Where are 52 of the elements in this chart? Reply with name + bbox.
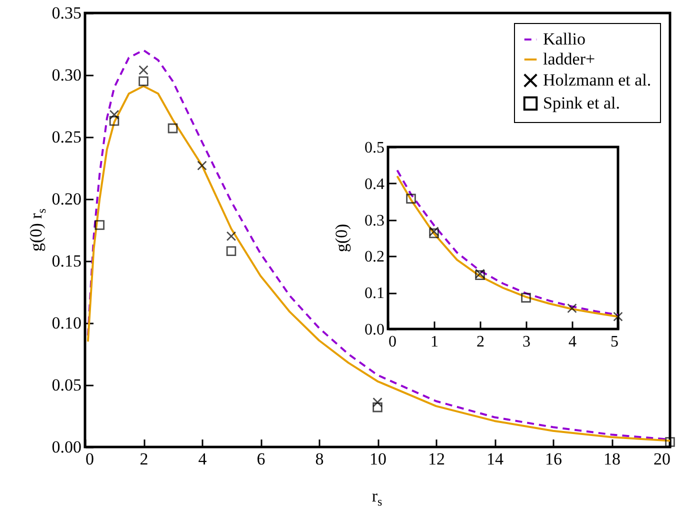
point [406, 194, 416, 204]
point [567, 303, 577, 314]
y-tick-label: 0.2 [364, 248, 384, 266]
y-tick-label: 0.25 [52, 128, 82, 146]
y-tick-label: 0.10 [52, 314, 82, 332]
point [109, 116, 120, 126]
legend-label: ladder+ [543, 50, 596, 68]
point [226, 246, 236, 256]
legend-label: Kallio [543, 30, 586, 48]
x-tick-label: 2 [476, 334, 484, 350]
point [226, 231, 236, 242]
x-axis-title: r$_{s}$ [372, 486, 382, 510]
point [372, 397, 382, 408]
point [372, 402, 382, 412]
y-tick-label: 0.00 [52, 438, 82, 456]
x-tick-label: 18 [604, 450, 620, 468]
y-tick-label: 0.4 [364, 176, 384, 193]
x-tick-label: 8 [315, 450, 324, 468]
point [521, 292, 531, 303]
point [168, 123, 178, 134]
x-tick-label: 6 [256, 450, 266, 468]
point [138, 65, 148, 75]
point [109, 110, 120, 120]
x-tick-label: 20 [654, 450, 670, 468]
y-tick-label: 0.5 [364, 140, 384, 156]
point [138, 76, 148, 86]
x-tick-label: 0 [86, 450, 94, 468]
point [665, 437, 675, 447]
y-tick-label: 0.35 [52, 4, 82, 22]
y-tick-label: 0.0 [364, 322, 384, 338]
y-tick-label: 0.1 [364, 285, 384, 302]
y-tick-label: 0.20 [52, 190, 82, 208]
x-tick-label: 5 [610, 334, 618, 350]
legend-label: Spink et al. [543, 94, 620, 112]
legend-label: Holzmann et al. [543, 70, 652, 90]
x-tick-label: 1 [430, 334, 438, 350]
point [94, 220, 105, 230]
y-tick-label: 0.30 [52, 66, 82, 84]
y-tick-label: 0.05 [52, 376, 82, 394]
x-tick-label: 12 [428, 450, 445, 468]
x-tick-label: 0 [388, 334, 396, 350]
x-tick-label: 2 [140, 450, 148, 468]
x-tick-label: 16 [545, 450, 562, 468]
x-tick-label: 4 [198, 450, 208, 468]
y-tick-label: 0.3 [364, 212, 384, 230]
x-tick-label: 14 [486, 450, 504, 468]
x-tick-label: 3 [522, 334, 530, 350]
x-tick-label: 4 [568, 334, 576, 350]
point [197, 160, 207, 170]
y-tick-label: 0.15 [52, 252, 82, 270]
x-tick-label: 10 [370, 450, 386, 468]
y-axis-title: g(0) [332, 224, 352, 252]
